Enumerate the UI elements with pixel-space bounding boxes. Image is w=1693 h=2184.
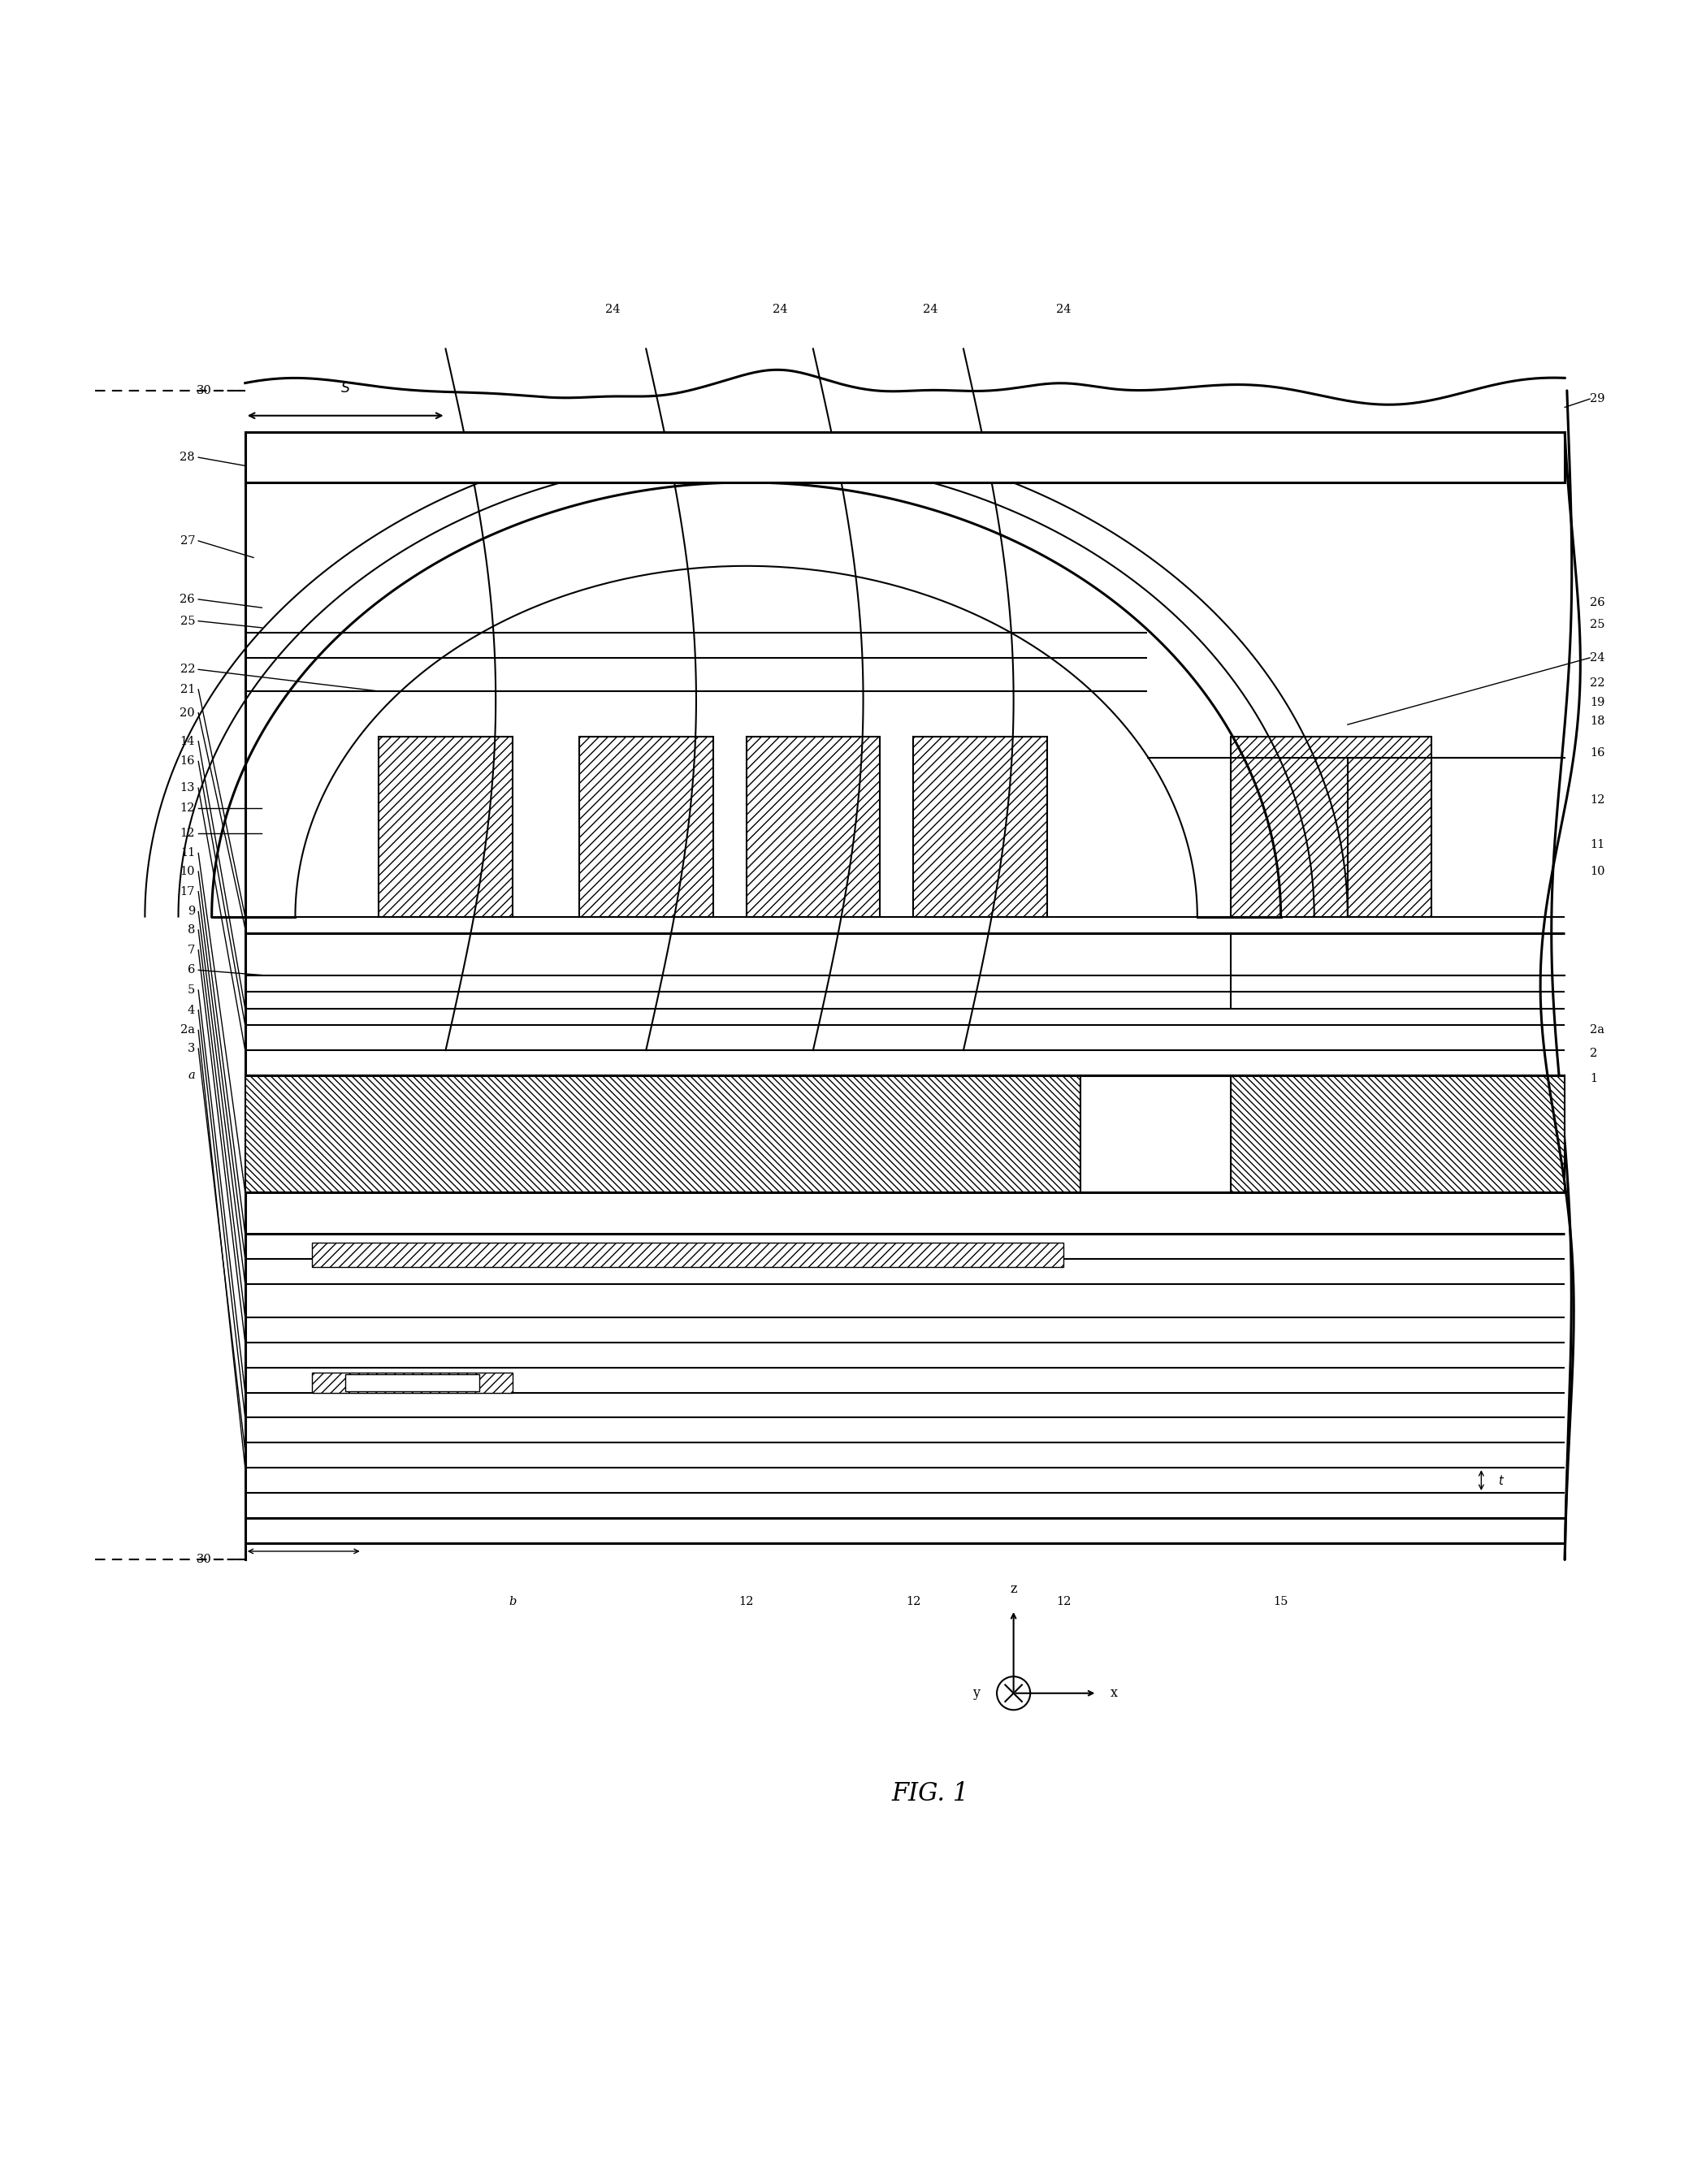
Text: 12: 12 xyxy=(738,1597,753,1607)
Bar xyxy=(913,736,1046,917)
Text: 12: 12 xyxy=(906,1597,921,1607)
Text: 20: 20 xyxy=(179,708,195,719)
Bar xyxy=(245,432,1564,483)
Text: 11: 11 xyxy=(1590,839,1605,850)
Text: 22: 22 xyxy=(1590,677,1605,688)
Text: 24: 24 xyxy=(923,304,938,314)
Text: 3: 3 xyxy=(188,1044,195,1055)
Text: 29: 29 xyxy=(1590,393,1605,404)
Text: 8: 8 xyxy=(188,924,195,935)
Bar xyxy=(345,1374,479,1391)
Text: 25: 25 xyxy=(1590,618,1605,629)
Text: 27: 27 xyxy=(179,535,195,546)
Bar xyxy=(579,736,713,917)
Text: $t$: $t$ xyxy=(1498,1474,1505,1487)
Text: 24: 24 xyxy=(772,304,787,314)
Text: b: b xyxy=(508,1597,516,1607)
Text: a: a xyxy=(188,1070,195,1081)
Text: 12: 12 xyxy=(1056,1597,1072,1607)
Text: 21: 21 xyxy=(179,684,195,695)
Text: x: x xyxy=(1111,1686,1117,1699)
Text: z: z xyxy=(1011,1583,1017,1597)
Text: 7: 7 xyxy=(188,943,195,957)
Text: 2a: 2a xyxy=(1590,1024,1605,1035)
Bar xyxy=(747,736,880,917)
Text: 2a: 2a xyxy=(181,1024,195,1035)
Bar xyxy=(1080,1075,1231,1192)
Text: 25: 25 xyxy=(179,616,195,627)
Text: 19: 19 xyxy=(1590,697,1605,708)
Text: 16: 16 xyxy=(1590,747,1605,758)
Text: 22: 22 xyxy=(179,664,195,675)
Text: 12: 12 xyxy=(179,828,195,839)
Text: y: y xyxy=(973,1686,980,1699)
Text: 30: 30 xyxy=(196,1555,212,1566)
Text: $S$: $S$ xyxy=(340,382,350,395)
Text: 26: 26 xyxy=(1590,596,1605,609)
Text: 15: 15 xyxy=(1273,1597,1288,1607)
Text: 2: 2 xyxy=(1590,1048,1598,1059)
Text: 16: 16 xyxy=(179,756,195,767)
Text: FIG. 1: FIG. 1 xyxy=(891,1780,968,1806)
Text: 12: 12 xyxy=(1590,795,1605,806)
Text: 10: 10 xyxy=(179,865,195,878)
Text: 14: 14 xyxy=(179,736,195,747)
Text: 24: 24 xyxy=(1590,653,1605,664)
Text: 24: 24 xyxy=(604,304,620,314)
Bar xyxy=(1231,1075,1564,1192)
Bar xyxy=(379,736,513,917)
Text: 1: 1 xyxy=(1590,1072,1596,1083)
Text: 12: 12 xyxy=(179,802,195,815)
Text: 5: 5 xyxy=(188,985,195,996)
Bar xyxy=(312,1243,1063,1267)
Bar xyxy=(245,1075,1080,1192)
Text: 13: 13 xyxy=(179,782,195,793)
Text: 28: 28 xyxy=(179,452,195,463)
Text: 9: 9 xyxy=(188,906,195,917)
Text: 11: 11 xyxy=(179,847,195,858)
Text: 10: 10 xyxy=(1590,865,1605,878)
Text: 24: 24 xyxy=(1056,304,1072,314)
Text: 4: 4 xyxy=(188,1005,195,1016)
Text: 17: 17 xyxy=(179,887,195,898)
Bar xyxy=(312,1372,513,1393)
Bar xyxy=(1231,736,1431,917)
Text: 6: 6 xyxy=(188,965,195,976)
Text: 18: 18 xyxy=(1590,716,1605,727)
Text: 30: 30 xyxy=(196,384,212,395)
Text: 26: 26 xyxy=(179,594,195,605)
